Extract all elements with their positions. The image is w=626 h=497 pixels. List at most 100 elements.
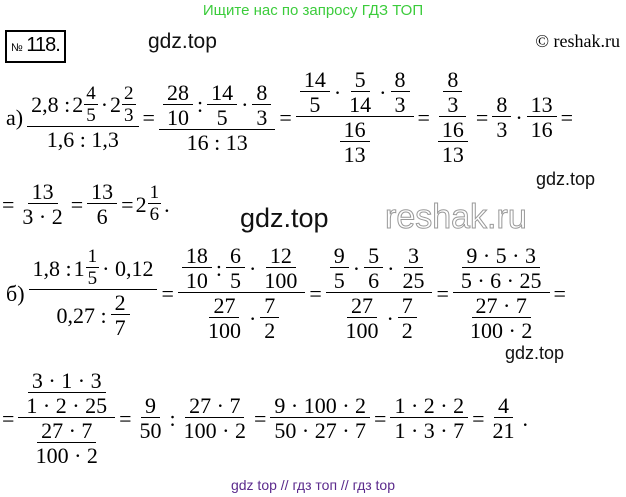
math-text: · bbox=[249, 255, 257, 281]
fraction: 3 25 bbox=[398, 244, 428, 292]
denominator: 100 · 2 bbox=[466, 318, 536, 342]
math-text: 8 bbox=[394, 67, 406, 92]
math-text: 27 · 7 bbox=[475, 293, 527, 319]
math-text: = bbox=[374, 405, 387, 431]
copyright: © reshak.ru bbox=[535, 31, 620, 51]
math-text: · bbox=[386, 305, 394, 331]
fraction: 14 5 · 5 14 · 8 3 16 13 bbox=[295, 67, 414, 166]
numerator: 27 · 7 bbox=[37, 418, 97, 444]
fraction: 28 10 : 14 5 · 8 3 16 : 13 bbox=[158, 79, 276, 155]
numerator: 8 bbox=[443, 68, 463, 93]
math-text: 1 · 2 · 25 bbox=[26, 393, 108, 419]
numerator: 3 · 1 · 3 bbox=[27, 369, 106, 394]
math-text: 14 bbox=[211, 79, 234, 105]
fraction: 13 16 bbox=[526, 93, 557, 141]
math-text: . bbox=[164, 191, 170, 217]
numerator: 9 5 · 5 6 · 3 25 bbox=[325, 243, 433, 294]
math-text: 100 bbox=[207, 318, 241, 344]
numerator: 16 bbox=[339, 118, 370, 143]
math-text: 3 bbox=[496, 117, 508, 143]
math-text: 2 bbox=[401, 318, 413, 344]
denominator: 100 bbox=[204, 318, 245, 342]
denominator: 27 100 · 7 2 bbox=[337, 293, 420, 342]
numerator: 14 bbox=[207, 79, 238, 105]
numerator: 2 bbox=[110, 291, 130, 316]
whole-part: 2 bbox=[135, 191, 147, 217]
gdz-watermark: gdz.top bbox=[148, 30, 217, 53]
denominator: 5 bbox=[213, 105, 232, 129]
math-text: а) bbox=[6, 104, 24, 130]
math-text: 13 bbox=[343, 142, 366, 168]
math-text: 3 bbox=[447, 92, 459, 118]
math-text: 1,8 : bbox=[32, 255, 72, 281]
fraction: 13 3 · 2 bbox=[18, 180, 66, 228]
math-text: 14 bbox=[349, 92, 372, 118]
numerator: 5 bbox=[364, 243, 384, 269]
denominator: 3 bbox=[443, 92, 462, 116]
math-text: 5 · 6 · 25 bbox=[460, 268, 542, 294]
math-text: 3 bbox=[256, 104, 268, 130]
denominator: 100 · 2 bbox=[180, 418, 250, 442]
denominator: 10 bbox=[182, 268, 212, 292]
math-text: 28 bbox=[166, 79, 189, 105]
math-text: 100 bbox=[345, 318, 379, 344]
math-text: : bbox=[196, 92, 204, 118]
math-text: 100 · 2 bbox=[470, 318, 533, 344]
fraction: 9 · 100 · 2 50 · 27 · 7 bbox=[270, 394, 371, 442]
math-text: = bbox=[253, 405, 267, 431]
math-text: б) bbox=[6, 280, 25, 306]
numerator: 9 bbox=[141, 393, 160, 419]
denominator: 16 13 bbox=[336, 117, 374, 166]
numerator: 27 bbox=[346, 294, 377, 319]
math-text: 6 bbox=[96, 204, 108, 230]
fraction: 16 13 bbox=[339, 118, 370, 166]
denominator: 13 bbox=[340, 142, 370, 166]
math-text: 13 bbox=[441, 142, 464, 168]
reshak-watermark: reshak.ru bbox=[385, 198, 528, 237]
math-text: = bbox=[553, 280, 566, 306]
math-text: 27 · 7 bbox=[41, 418, 93, 444]
math-text: 50 bbox=[139, 418, 162, 444]
math-text: : bbox=[215, 255, 223, 281]
fraction: 4 21 bbox=[489, 394, 519, 442]
math-text: 16 : 13 bbox=[186, 129, 248, 155]
math-text: 5 bbox=[333, 268, 345, 294]
math-text: · 0,12 bbox=[102, 255, 154, 281]
denominator: 13 bbox=[438, 142, 468, 166]
math-text: · bbox=[248, 305, 257, 331]
numerator: 9 · 100 · 2 bbox=[270, 394, 371, 419]
math-text: . bbox=[522, 405, 529, 431]
math-text: = bbox=[70, 191, 84, 217]
math-text: 9 bbox=[145, 393, 156, 419]
numerator: 1 bbox=[85, 246, 100, 269]
denominator: 27 · 7 100 · 2 bbox=[462, 293, 540, 342]
numerator: 13 bbox=[87, 180, 118, 205]
math-text: · bbox=[100, 92, 109, 118]
denominator: 5 bbox=[330, 268, 349, 292]
math-text: 5 bbox=[230, 268, 242, 294]
fraction: 8 3 16 13 bbox=[434, 68, 472, 166]
denominator: 50 · 27 · 7 bbox=[270, 418, 370, 442]
math-text: = bbox=[475, 104, 489, 130]
denominator: 3 bbox=[252, 105, 271, 129]
math-text: = bbox=[2, 405, 15, 431]
math-text: 1,6 : 1,3 bbox=[46, 126, 119, 152]
math-text: = bbox=[472, 405, 485, 431]
math-text: 5 bbox=[368, 243, 380, 268]
